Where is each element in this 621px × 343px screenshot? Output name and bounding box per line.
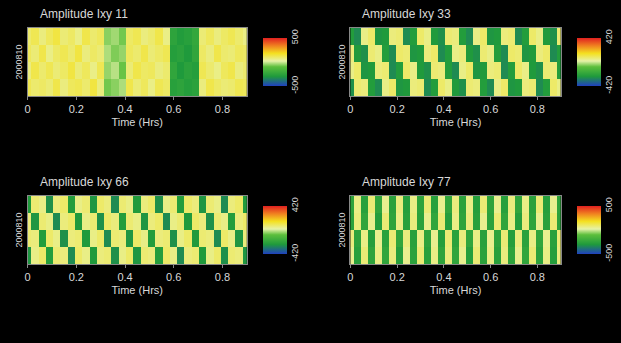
svg-text:-500: -500 [290, 76, 300, 94]
svg-text:Amplitude Ixy 77: Amplitude Ixy 77 [362, 175, 451, 189]
svg-text:0: 0 [347, 271, 353, 283]
svg-text:0.6: 0.6 [166, 271, 181, 283]
svg-text:-420: -420 [604, 76, 614, 94]
svg-text:0.6: 0.6 [483, 271, 498, 283]
svg-text:-500: -500 [604, 244, 614, 262]
svg-text:Amplitude Ixy 11: Amplitude Ixy 11 [40, 7, 128, 21]
svg-text:420: 420 [290, 197, 300, 212]
svg-text:0: 0 [347, 103, 353, 115]
svg-text:500: 500 [604, 197, 614, 212]
svg-text:Time (Hrs): Time (Hrs) [111, 284, 163, 296]
svg-text:0.8: 0.8 [215, 271, 230, 283]
svg-text:-420: -420 [290, 244, 300, 262]
svg-text:0.2: 0.2 [69, 271, 84, 283]
svg-text:0.8: 0.8 [530, 103, 545, 115]
svg-text:Amplitude Ixy 33: Amplitude Ixy 33 [362, 7, 451, 21]
svg-text:500: 500 [290, 29, 300, 44]
svg-text:0.2: 0.2 [389, 271, 404, 283]
svg-text:Time (Hrs): Time (Hrs) [430, 116, 482, 128]
svg-text:0.8: 0.8 [530, 271, 545, 283]
svg-text:Time (Hrs): Time (Hrs) [430, 284, 482, 296]
svg-text:2000810: 2000810 [14, 212, 24, 247]
svg-text:0.8: 0.8 [215, 103, 230, 115]
svg-text:0.6: 0.6 [483, 103, 498, 115]
svg-text:0.6: 0.6 [166, 103, 181, 115]
svg-text:Amplitude Ixy 66: Amplitude Ixy 66 [40, 175, 129, 189]
svg-text:2000810: 2000810 [337, 44, 347, 79]
svg-text:0.2: 0.2 [69, 103, 84, 115]
svg-text:0.4: 0.4 [436, 103, 451, 115]
svg-text:0.4: 0.4 [117, 103, 132, 115]
svg-text:420: 420 [604, 29, 614, 44]
svg-text:0: 0 [25, 271, 31, 283]
svg-text:0.4: 0.4 [436, 271, 451, 283]
svg-text:0: 0 [25, 103, 31, 115]
svg-text:0.4: 0.4 [117, 271, 132, 283]
svg-text:0.2: 0.2 [389, 103, 404, 115]
svg-text:2000810: 2000810 [337, 212, 347, 247]
svg-text:2000810: 2000810 [14, 44, 24, 79]
svg-text:Time (Hrs): Time (Hrs) [111, 116, 163, 128]
